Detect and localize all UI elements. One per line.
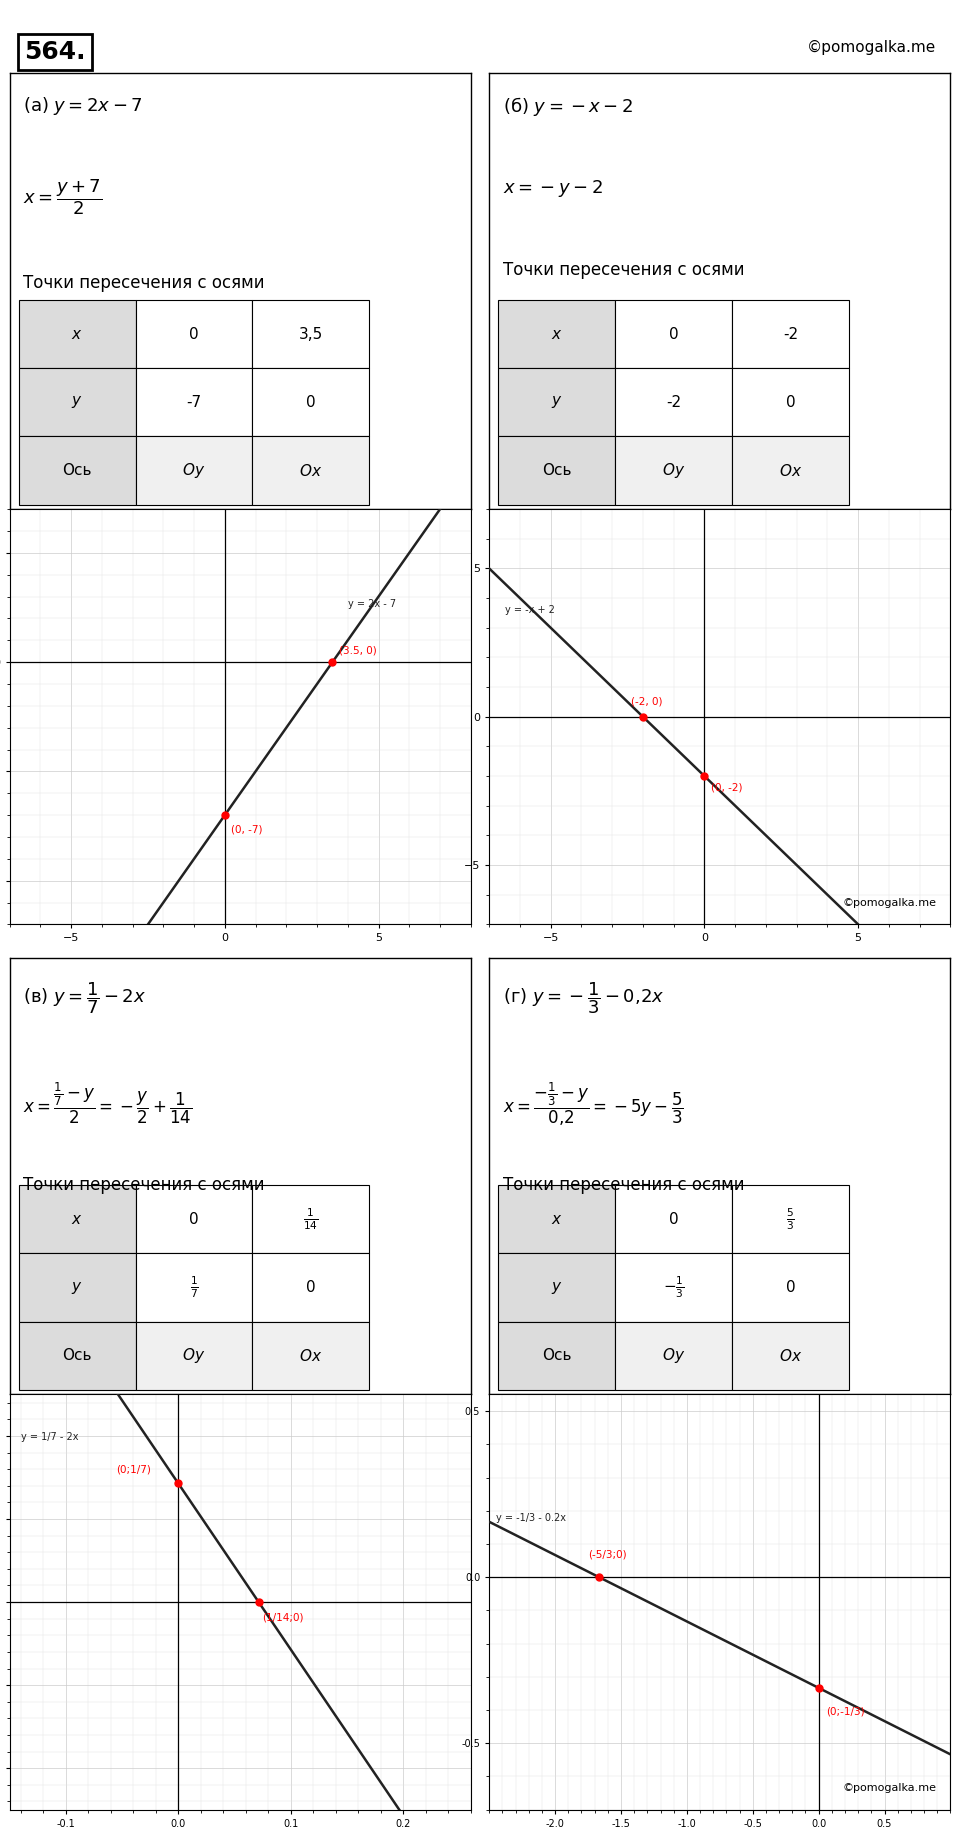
Text: $x = -y - 2$: $x = -y - 2$ [503,177,603,199]
Text: $x = \dfrac{-\frac{1}{3}-y}{0{,}2} = -5y - \dfrac{5}{3}$: $x = \dfrac{-\frac{1}{3}-y}{0{,}2} = -5y… [503,1080,684,1128]
Text: (б) $y = -x - 2$: (б) $y = -x - 2$ [503,95,634,119]
Text: y = 1/7 - 2x: y = 1/7 - 2x [21,1431,79,1442]
Text: (0;1/7): (0;1/7) [116,1464,152,1475]
Text: (в) $y = \dfrac{1}{7} - 2x$: (в) $y = \dfrac{1}{7} - 2x$ [23,980,147,1016]
Text: (-5/3;0): (-5/3;0) [588,1550,627,1559]
Text: (-2, 0): (-2, 0) [631,696,662,707]
Text: (а) $y = 2x - 7$: (а) $y = 2x - 7$ [23,95,143,117]
Text: Точки пересечения с осями: Точки пересечения с осями [23,274,265,292]
Text: $x = \dfrac{y+7}{2}$: $x = \dfrac{y+7}{2}$ [23,177,103,218]
Text: ©pomogalka.me: ©pomogalka.me [843,898,937,909]
Text: y = 2x - 7: y = 2x - 7 [348,600,396,609]
Text: y = -x + 2: y = -x + 2 [505,605,555,614]
Text: Точки пересечения с осями: Точки пересечения с осями [503,1177,745,1194]
Text: $x = \dfrac{\frac{1}{7}-y}{2} = -\dfrac{y}{2} + \dfrac{1}{14}$: $x = \dfrac{\frac{1}{7}-y}{2} = -\dfrac{… [23,1080,193,1126]
Text: y = -1/3 - 0.2x: y = -1/3 - 0.2x [495,1514,565,1523]
Text: 564.: 564. [24,40,85,64]
Text: (1/14;0): (1/14;0) [262,1612,303,1623]
Text: (0, -2): (0, -2) [710,782,742,793]
Text: (0;-1/3): (0;-1/3) [827,1707,865,1716]
Text: Точки пересечения с осями: Точки пересечения с осями [23,1177,265,1194]
Text: (г) $y = -\dfrac{1}{3} - 0{,}2x$: (г) $y = -\dfrac{1}{3} - 0{,}2x$ [503,980,664,1016]
Text: ©pomogalka.me: ©pomogalka.me [806,40,936,55]
Text: (3.5, 0): (3.5, 0) [339,645,376,656]
Text: ©pomogalka.me: ©pomogalka.me [843,1782,937,1793]
Text: (0, -7): (0, -7) [231,824,262,835]
Text: Точки пересечения с осями: Точки пересечения с осями [503,261,745,278]
